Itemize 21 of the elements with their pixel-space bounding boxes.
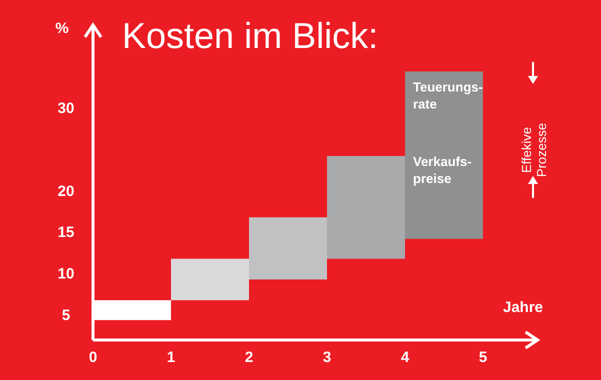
x-axis-title: Jahre	[502, 299, 544, 316]
y-tick-label: 30	[58, 100, 74, 117]
annotation: Effekive Prozesse	[519, 122, 549, 178]
x-tick-label: 2	[244, 349, 254, 366]
x-tick-label: 5	[478, 349, 488, 366]
bar	[405, 71, 483, 239]
y-tick-label: 15	[58, 224, 74, 242]
chart-title: Kosten im Blick:	[122, 15, 378, 56]
y-tick-label: 20	[58, 182, 74, 200]
x-tick-label: 1	[166, 349, 176, 366]
annotation: Teuerungs- rate	[413, 79, 483, 112]
x-tick-label: 0	[88, 349, 98, 366]
y-tick-label: 5	[62, 307, 70, 324]
y-axis-title: %	[55, 20, 69, 37]
annotation: Verkaufs- preise	[413, 154, 472, 186]
bar	[171, 258, 249, 300]
y-tick-label: 10	[58, 266, 74, 283]
x-tick-label: 4	[400, 349, 410, 366]
bar	[249, 217, 327, 280]
bar	[327, 156, 405, 259]
x-tick-label: 3	[322, 349, 332, 366]
